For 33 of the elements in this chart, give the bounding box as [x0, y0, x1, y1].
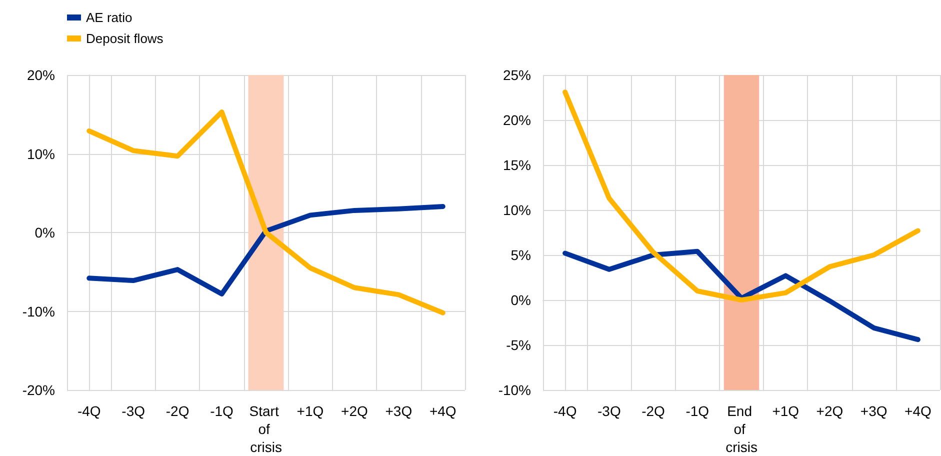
x-tick-label: -3Q — [122, 403, 146, 419]
x-tick-label: +2Q — [816, 403, 844, 419]
y-tick-label: 25% — [502, 67, 531, 83]
x-tick-label: +4Q — [904, 403, 932, 419]
x-tick-label: +1Q — [772, 403, 800, 419]
legend-label: AE ratio — [86, 10, 132, 25]
legend-label: Deposit flows — [86, 31, 164, 46]
x-tick-label: -4Q — [77, 403, 101, 419]
y-tick-label: 15% — [502, 157, 531, 173]
y-tick-label: 0% — [34, 224, 55, 240]
x-tick-label: -1Q — [210, 403, 234, 419]
y-tick-label: -10% — [498, 382, 531, 398]
x-tick-label: -1Q — [686, 403, 710, 419]
y-tick-label: -20% — [22, 382, 55, 398]
x-tick-label: Start of crisis — [249, 403, 283, 455]
x-tick-label: +3Q — [860, 403, 888, 419]
x-tick-label: +3Q — [385, 403, 412, 419]
x-tick-label: -2Q — [642, 403, 666, 419]
x-tick-label: -3Q — [597, 403, 621, 419]
y-tick-label: 0% — [510, 292, 531, 308]
y-tick-label: -10% — [22, 303, 55, 320]
y-tick-label: 10% — [502, 202, 531, 218]
y-tick-label: 10% — [26, 146, 55, 162]
y-tick-label: 20% — [26, 67, 55, 83]
x-tick-label: +1Q — [296, 403, 324, 419]
y-tick-label: -5% — [506, 337, 531, 353]
y-tick-label: 20% — [502, 112, 531, 128]
x-tick-label: +2Q — [341, 403, 368, 419]
x-tick-label: End of crisis — [726, 403, 758, 455]
x-tick-label: -2Q — [166, 403, 190, 419]
x-tick-label: -4Q — [553, 403, 577, 419]
y-tick-label: 5% — [510, 247, 531, 263]
x-tick-label: +4Q — [429, 403, 456, 419]
